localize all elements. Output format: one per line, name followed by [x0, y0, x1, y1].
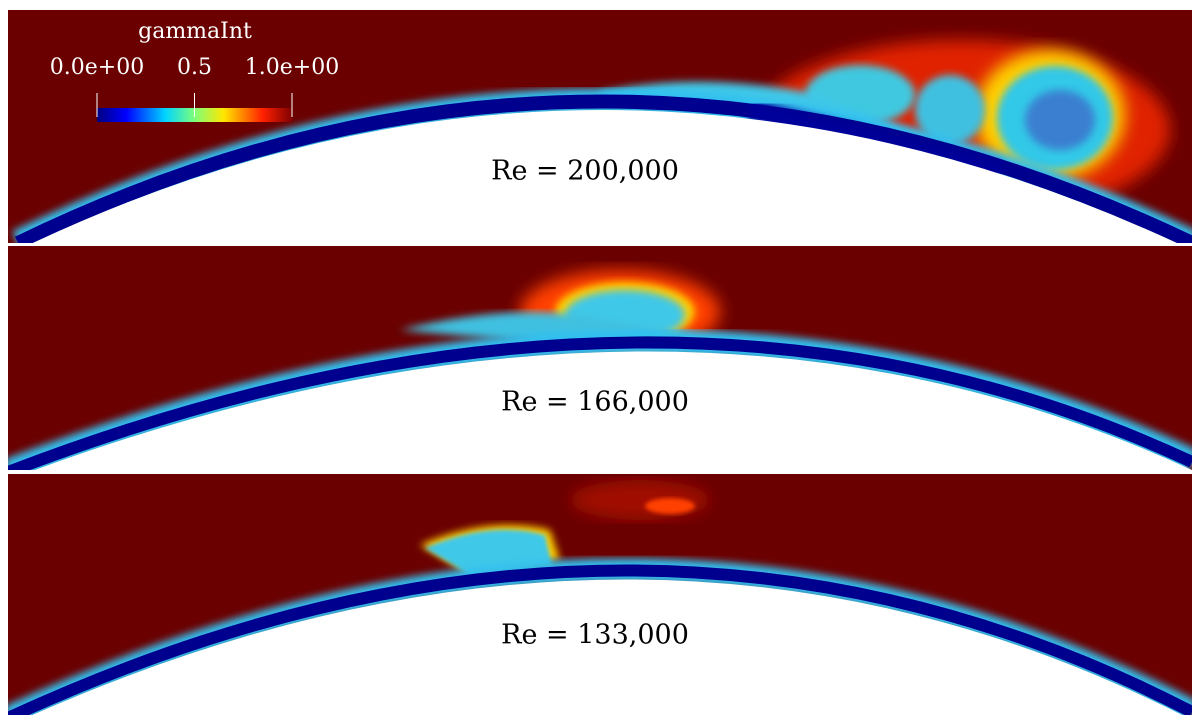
panel-field — [8, 246, 1192, 470]
colorbar-tick-label: 0.0e+00 — [50, 55, 144, 80]
panel-field — [8, 474, 1192, 715]
panel-label: Re = 200,000 — [491, 156, 679, 187]
panel-label: Re = 133,000 — [501, 620, 689, 651]
panel-field — [8, 10, 1192, 243]
colorbar-tick-label: 0.5 — [177, 55, 212, 80]
colorbar-tick-label: 1.0e+00 — [245, 55, 339, 80]
panel-label: Re = 166,000 — [501, 387, 689, 418]
colorbar-title: gammaInt — [138, 19, 252, 44]
colorbar: gammaInt 0.0e+00 0.5 1.0e+00 — [50, 19, 339, 122]
